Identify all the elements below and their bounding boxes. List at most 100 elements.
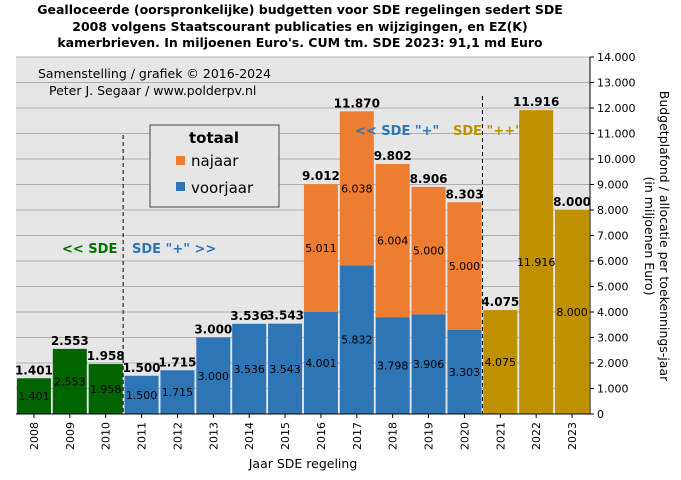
legend-label-najaar: najaar	[191, 152, 239, 170]
y-tick-label: 1.000	[597, 383, 629, 396]
bar-label-voorjaar: 11.916	[517, 256, 556, 269]
y-tick-label: 8.000	[597, 204, 629, 217]
chart-title-line-2: 2008 volgens Staatscourant publicaties e…	[72, 18, 528, 34]
bar-label-najaar: 5.000	[449, 260, 481, 273]
y-tick-label: 3.000	[597, 332, 629, 345]
bar-voorjaar-2010	[88, 364, 123, 414]
x-tick-label: 2017	[351, 422, 364, 450]
bar-total-label: 1.500	[123, 361, 161, 375]
credit-line-2: Peter J. Segaar / www.polderpv.nl	[49, 83, 256, 98]
chart-title-line-3: kamerbrieven. In miljoenen Euro's. CUM t…	[57, 35, 543, 50]
bar-voorjaar-2018	[375, 317, 410, 414]
y-tick-label: 14.000	[597, 51, 636, 64]
x-tick-label: 2013	[207, 422, 220, 450]
y-axis-label-line-2: (in miljoenen Euro)	[642, 177, 657, 296]
bar-voorjaar-2012	[160, 370, 195, 414]
y-tick-label: 6.000	[597, 255, 629, 268]
legend-swatch-voorjaar	[176, 182, 185, 191]
bar-voorjaar-2011	[124, 375, 159, 414]
y-axis: 0 1.000 2.000 3.000 4.000 5.000 6.000 7.000 8.00…	[589, 51, 636, 421]
bar-total-label: 8.906	[410, 172, 448, 186]
regime-label-sde: << SDE	[62, 242, 117, 257]
bar-label-voorjaar: 8.000	[556, 306, 588, 319]
bar-label-voorjaar: 1.500	[126, 389, 158, 402]
bar-voorjaar-2013	[196, 337, 231, 414]
bar-label-voorjaar: 5.832	[341, 334, 373, 347]
bar-label-voorjaar: 1.715	[162, 386, 194, 399]
y-axis-label-line-1: Budgetplafond / allocatie per toekenning…	[657, 91, 672, 382]
bar-voorjaar-2023	[555, 210, 590, 414]
bar-total-label: 3.543	[266, 309, 304, 323]
bar-voorjaar-2008	[16, 378, 51, 414]
bar-label-voorjaar: 1.958	[90, 383, 122, 396]
x-tick-label: 2015	[279, 422, 292, 450]
bar-voorjaar-2020	[447, 329, 482, 414]
bar-label-najaar: 5.000	[413, 245, 445, 258]
bar-label-voorjaar: 3.536	[233, 363, 265, 376]
bar-total-label: 11.916	[513, 95, 559, 109]
bar-label-najaar: 6.038	[341, 182, 373, 195]
credit-line-1: Samenstelling / grafiek © 2016-2024	[38, 66, 271, 81]
bar-total-label: 3.000	[194, 323, 232, 337]
bar-najaar-2017	[339, 111, 374, 266]
x-tick-label: 2019	[423, 422, 436, 450]
regime-label-sde-plusplus: SDE "++" >>	[453, 124, 548, 139]
x-tick-label: 2021	[494, 422, 507, 450]
x-axis-label: Jaar SDE regeling	[248, 456, 358, 471]
regime-label-sde-plus-left: << SDE "+"	[355, 124, 439, 139]
bar-voorjaar-2022	[519, 110, 554, 414]
bar-total-label: 1.401	[15, 363, 53, 377]
bar-voorjaar-2019	[411, 314, 446, 414]
bar-label-voorjaar: 2.553	[54, 375, 86, 388]
bar-label-voorjaar: 4.075	[485, 356, 517, 369]
bar-label-najaar: 5.011	[305, 242, 337, 255]
bar-label-voorjaar: 3.906	[413, 358, 445, 371]
bar-voorjaar-2017	[339, 265, 374, 414]
y-tick-label: 5.000	[597, 281, 629, 294]
x-tick-label: 2008	[28, 422, 41, 450]
y-tick-label: 12.000	[597, 102, 636, 115]
bar-total-label: 11.870	[334, 96, 380, 110]
x-tick-label: 2022	[530, 422, 543, 450]
y-tick-label: 0	[597, 408, 604, 421]
x-tick-label: 2011	[136, 422, 149, 450]
bar-voorjaar-2021	[483, 310, 518, 414]
bar-total-label: 1.958	[87, 349, 125, 363]
bar-total-label: 1.715	[158, 355, 196, 369]
y-tick-label: 13.000	[597, 77, 636, 90]
bar-label-voorjaar: 1.401	[18, 390, 50, 403]
bar-najaar-2018	[375, 164, 410, 318]
y-tick-label: 2.000	[597, 357, 629, 370]
regime-label-sde-plus-right: SDE "+" >>	[132, 242, 216, 257]
bar-najaar-2020	[447, 202, 482, 330]
y-tick-label: 10.000	[597, 153, 636, 166]
bar-najaar-2019	[411, 186, 446, 315]
bar-total-label: 8.303	[445, 187, 483, 201]
bars	[16, 110, 590, 414]
bar-total-label: 9.012	[302, 169, 340, 183]
x-axis: 2008 2009 2010 2011 2012 2013 2014 2015 2016 2017…	[16, 413, 590, 450]
bar-total-label: 4.075	[481, 295, 519, 309]
y-tick-label: 9.000	[597, 179, 629, 192]
x-tick-label: 2009	[64, 422, 77, 450]
bar-total-label: 2.553	[51, 334, 89, 348]
legend-label-voorjaar: voorjaar	[191, 179, 254, 197]
legend-title: totaal	[189, 129, 239, 147]
regime-dividers	[122, 96, 483, 414]
x-tick-label: 2012	[171, 422, 184, 450]
legend-swatch-najaar	[176, 156, 185, 165]
x-tick-label: 2016	[315, 422, 328, 450]
bar-najaar-2016	[303, 184, 338, 312]
bar-voorjaar-2009	[52, 348, 87, 414]
bar-total-label: 9.802	[374, 149, 412, 163]
x-tick-label: 2014	[243, 422, 256, 450]
legend-box	[149, 124, 280, 208]
bar-label-voorjaar: 3.543	[269, 363, 301, 376]
bar-label-voorjaar: 3.000	[198, 370, 230, 383]
bar-label-najaar: 6.004	[377, 235, 409, 248]
bar-label-voorjaar: 3.798	[377, 360, 409, 373]
bar-voorjaar-2014	[232, 323, 267, 414]
bar-label-voorjaar: 3.303	[449, 366, 481, 379]
bar-labels: 1.4011.4012.5532.5531.9581.9581.5001.500…	[15, 95, 591, 403]
